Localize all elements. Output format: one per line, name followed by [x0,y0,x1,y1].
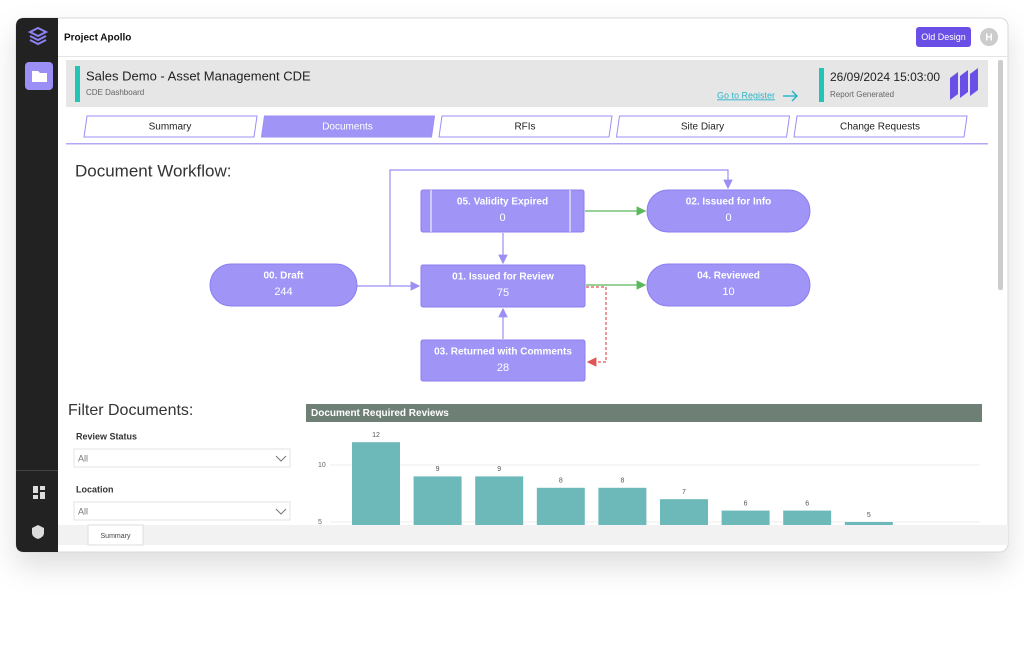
value-label: 8 [559,478,563,485]
header-subtitle: CDE Dashboard [86,88,144,97]
tab-label: Documents [322,122,373,133]
value-label: 9 [436,466,440,473]
workflow-node [646,189,811,233]
filters-title: Filter Documents: [68,402,193,419]
value-label: 9 [497,466,501,473]
tab[interactable] [260,115,436,138]
node-label: 05. Validity Expired [457,197,548,208]
value-label: 6 [805,500,809,507]
bar [844,521,893,525]
value-label: 6 [744,500,748,507]
bar [413,476,462,525]
workflow-title: Document Workflow: [75,161,232,180]
bar [536,487,585,525]
workflow-node [209,263,358,307]
bar [475,476,524,525]
value-label: 12 [372,432,380,439]
chevron [275,508,287,515]
avatar-initial: H [985,33,992,44]
filter-value: All [78,506,88,516]
filter-value: All [78,453,88,463]
tab[interactable] [83,115,258,138]
y-tick-label: 5 [318,519,322,526]
workflow-node [420,189,585,233]
node-label: 01. Issued for Review [452,272,554,283]
filter-dropdown[interactable] [73,448,291,468]
header-title: Sales Demo - Asset Management CDE [86,68,311,83]
app-name: Project Apollo [64,33,131,44]
workflow-connectors [357,169,733,367]
workflow-node [420,339,586,382]
node-count: 28 [497,362,509,374]
bar [660,499,708,525]
filter-dropdown[interactable] [73,501,291,521]
workflow-node [420,264,586,308]
chart-header [306,404,982,422]
node-count: 0 [725,212,731,224]
tab-label: Change Requests [840,122,920,133]
tab[interactable] [438,115,613,138]
shield-icon[interactable] [32,525,44,539]
filter-label: Location [76,484,114,494]
header-band [66,60,988,107]
workflow-node [646,263,811,307]
bar [721,510,770,525]
topbar-border [58,56,1008,57]
tab[interactable] [793,115,968,138]
tab-label: Site Diary [681,122,724,133]
tab-underline [66,143,988,145]
node-label: 03. Returned with Comments [434,347,572,358]
brand-icon [950,68,978,100]
node-count: 244 [274,286,292,298]
logo [27,26,49,46]
timestamp: 26/09/2024 15:03:00 [830,70,940,84]
dashboard-icon[interactable] [33,486,45,499]
node-label: 00. Draft [263,271,304,282]
accent [75,66,80,102]
tab[interactable] [615,115,791,138]
chevron [275,455,287,462]
node-label: 04. Reviewed [697,271,760,282]
value-label: 8 [620,478,624,485]
page-tabs-bar [58,525,1008,545]
node-label: 02. Issued for Info [686,197,772,208]
register-link[interactable]: Go to Register [717,90,775,100]
scrollbar [998,60,1003,290]
chart-title: Document Required Reviews [311,408,449,419]
value-label: 5 [867,512,871,519]
link-arrow [783,90,799,102]
divider [16,470,58,471]
avatar[interactable] [980,28,998,46]
button-label: Old Design [921,32,966,42]
node-count: 75 [497,287,509,299]
bar [598,487,647,525]
tab-label: Summary [149,122,192,133]
tab-label: RFIs [514,122,535,133]
filter-label: Review Status [76,431,137,441]
value-label: 7 [682,489,686,496]
old-design-button[interactable] [916,27,971,47]
node-count: 10 [722,286,734,298]
folder-icon [32,71,47,82]
timestamp-label: Report Generated [830,90,894,99]
y-tick-label: 10 [318,462,326,469]
sidebar [16,18,58,552]
node-count: 0 [499,212,505,224]
page-tab-label: Summary [101,533,131,540]
bar [352,442,400,525]
page-tab[interactable] [87,524,144,546]
bar [783,510,832,525]
accent [819,68,824,102]
